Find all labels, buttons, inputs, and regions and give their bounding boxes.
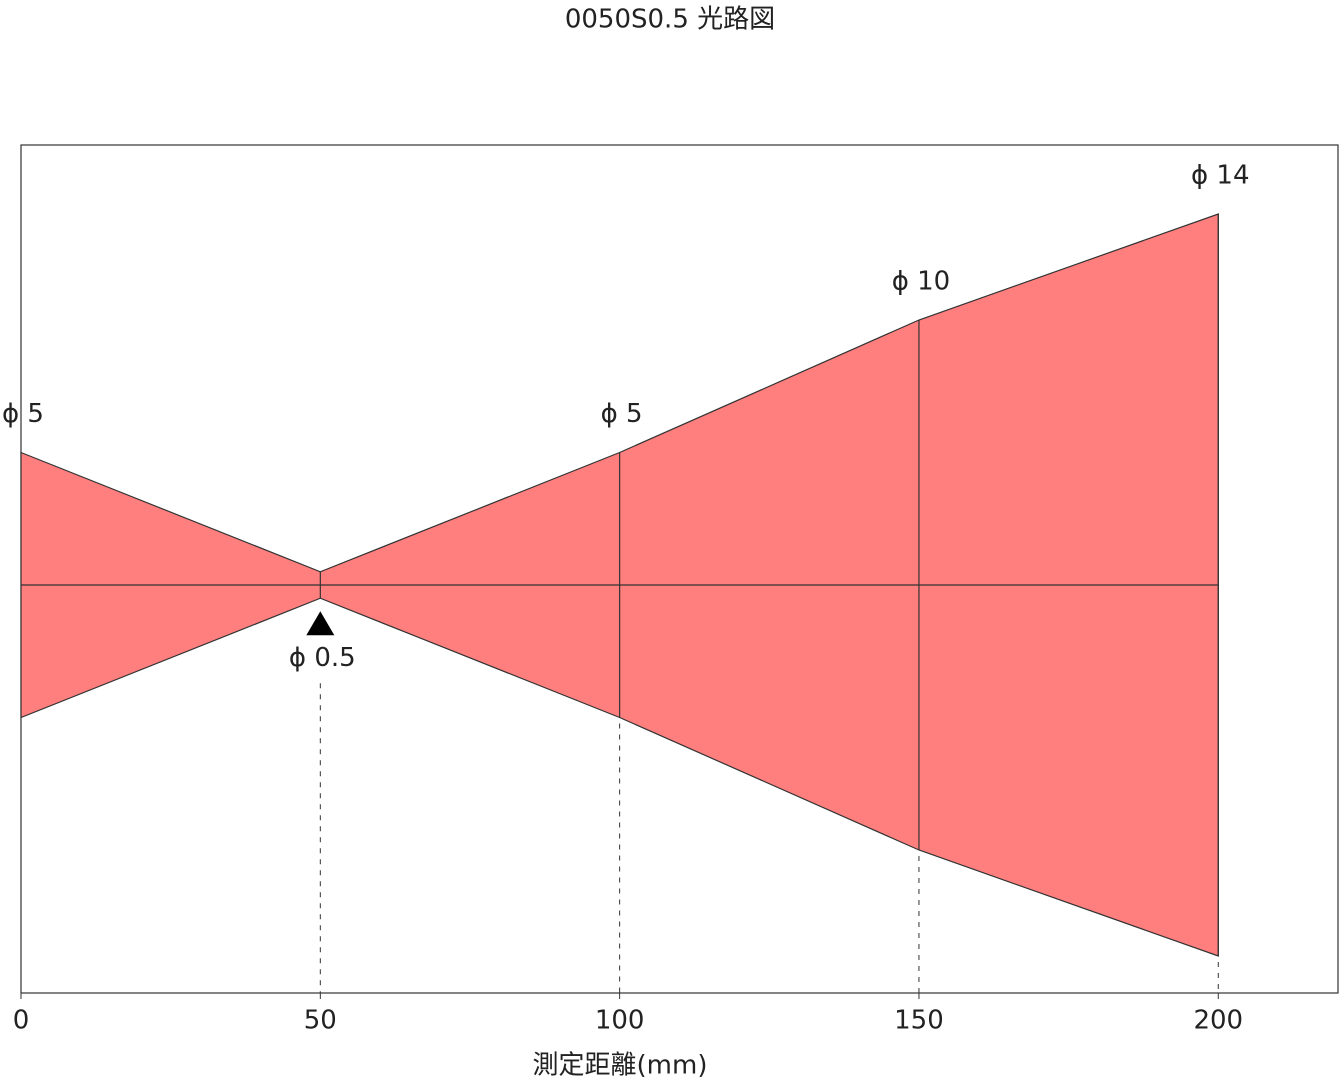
x-tick-label: 0 [13,1006,30,1036]
diameter-label: ϕ 10 [892,267,951,297]
x-tick-label: 200 [1193,1006,1243,1036]
x-tick-label: 100 [595,1006,645,1036]
waist-marker [306,611,335,636]
x-axis-label: 測定距離(mm) [533,1051,708,1081]
diameter-label: ϕ 5 [601,399,643,429]
x-tick-label: 150 [894,1006,944,1036]
diameter-label: ϕ 0.5 [289,643,356,673]
diameter-label: ϕ 14 [1191,161,1250,191]
chart-title: 0050S0.5 光路図 [565,5,775,35]
x-tick-label: 50 [304,1006,337,1036]
diameter-label: ϕ 5 [2,399,44,429]
